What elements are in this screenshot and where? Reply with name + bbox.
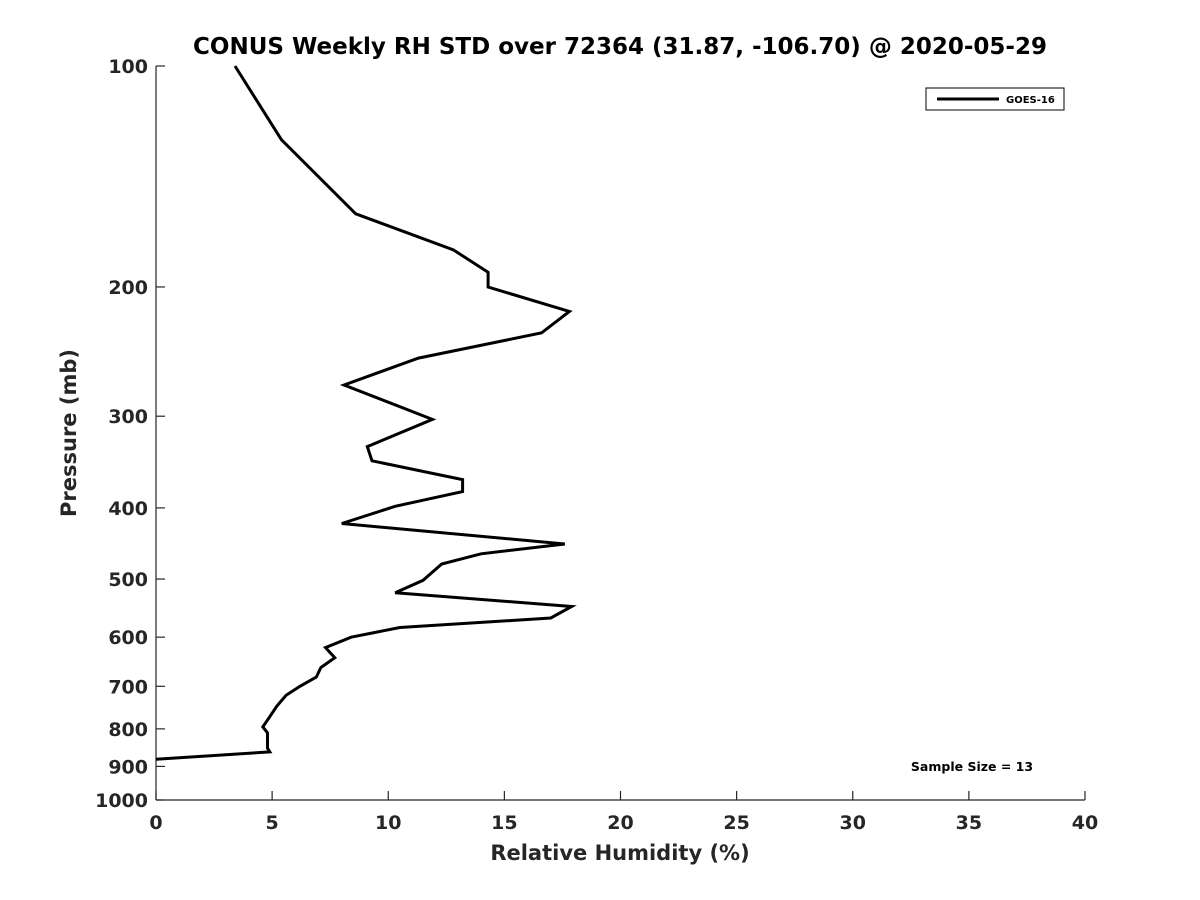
sample-size-annotation: Sample Size = 13: [911, 759, 1033, 774]
y-tick-label: 700: [108, 676, 148, 698]
series-line-goes-16: [155, 65, 577, 761]
x-tick-label: 30: [840, 812, 866, 834]
x-tick-label: 15: [491, 812, 517, 834]
legend: GOES-16: [925, 87, 1065, 111]
y-axis-ticks: 100 200 300 400 500 600 700 800 900 1000: [95, 56, 165, 812]
x-tick-label: 25: [723, 812, 749, 834]
y-axis-label: Pressure (mb): [57, 349, 81, 517]
chart-title: CONUS Weekly RH STD over 72364 (31.87, -…: [193, 34, 1047, 60]
y-tick-label: 1000: [95, 790, 148, 812]
x-tick-label: 20: [607, 812, 633, 834]
legend-label: GOES-16: [1006, 95, 1055, 106]
y-tick-label: 600: [108, 627, 148, 649]
y-tick-label: 200: [108, 277, 148, 299]
x-axis-ticks: 0 5 10 15 20 25 30 35 40: [149, 791, 1098, 834]
data-series: [155, 65, 577, 761]
y-tick-label: 500: [108, 569, 148, 591]
y-tick-label: 100: [108, 56, 148, 78]
y-tick-label: 400: [108, 498, 148, 520]
x-tick-label: 0: [149, 812, 162, 834]
x-tick-label: 40: [1072, 812, 1098, 834]
x-tick-label: 5: [266, 812, 279, 834]
x-axis-label: Relative Humidity (%): [490, 841, 749, 865]
x-tick-label: 35: [956, 812, 982, 834]
x-tick-label: 10: [375, 812, 401, 834]
y-tick-label: 300: [108, 406, 148, 428]
y-tick-label: 900: [108, 756, 148, 778]
y-tick-label: 800: [108, 719, 148, 741]
